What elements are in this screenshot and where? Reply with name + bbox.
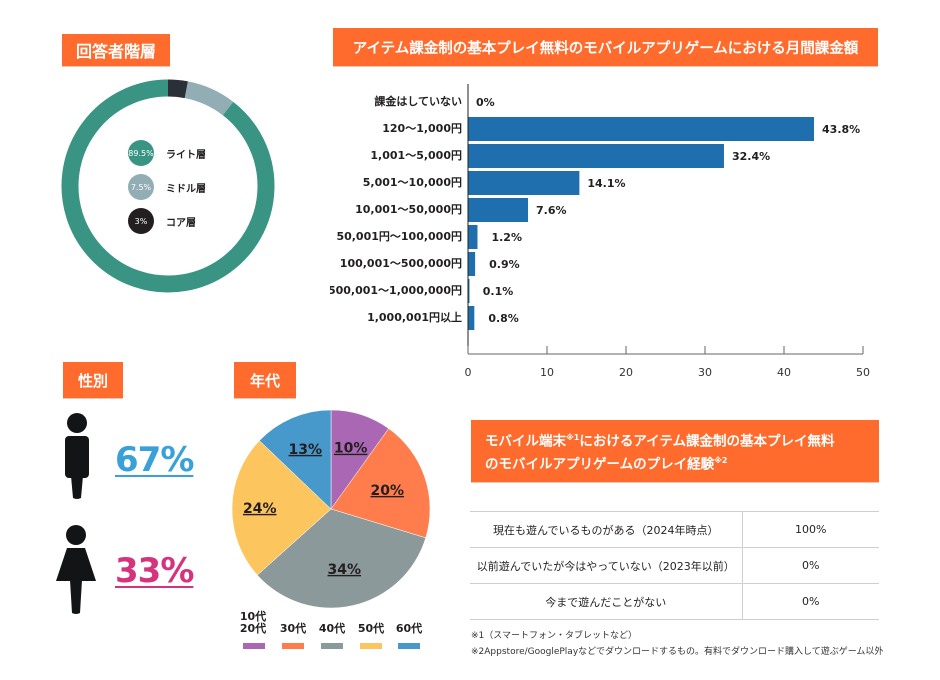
- female-icon: [56, 525, 96, 614]
- footnote-ref-2: ※2: [714, 456, 728, 465]
- male-percentage: 67%: [115, 440, 194, 480]
- table-row: 現在も遊んでいるものがある（2024年時点） 100%: [470, 511, 879, 548]
- bar: [468, 117, 815, 141]
- male-icon: [65, 413, 89, 499]
- pie-value-label: 34%: [328, 562, 362, 578]
- x-tick-label: 30: [698, 366, 712, 379]
- row-value: 100%: [742, 511, 879, 548]
- x-tick-label: 0: [465, 366, 472, 379]
- age-legend-60-label: 60代: [395, 622, 423, 635]
- experience-title-part1: モバイル端末: [485, 433, 566, 449]
- donut-segment-light: [61, 79, 275, 293]
- value-label: 0.8%: [488, 312, 519, 325]
- age-legend-40-swatch: [321, 643, 343, 649]
- bar: [468, 252, 476, 276]
- bar: [468, 198, 529, 222]
- age-title: 年代: [234, 362, 296, 398]
- experience-title-part3: のモバイルアプリゲームのプレイ経験: [485, 456, 715, 473]
- x-tick-label: 10: [540, 366, 554, 379]
- legend-middle: 7.5% ミドル層: [128, 174, 206, 200]
- row-label: 今まで遊んだことがない: [470, 583, 743, 620]
- row-value: 0%: [742, 547, 879, 584]
- value-label: 7.6%: [536, 204, 567, 217]
- legend-light-label: ライト層: [166, 149, 206, 161]
- experience-title: モバイル端末※1におけるアイテム課金制の基本プレイ無料 のモバイルアプリゲームの…: [471, 420, 879, 482]
- legend-light: 89.5% ライト層: [128, 140, 206, 166]
- x-tick-label: 20: [619, 366, 633, 379]
- value-label: 14.1%: [587, 177, 625, 190]
- category-label: 100,001〜500,000円: [340, 257, 462, 270]
- category-label: 50,001円〜100,000円: [336, 230, 462, 243]
- x-tick-label: 50: [856, 366, 870, 379]
- bar: [468, 171, 580, 195]
- pie-value-label: 20%: [371, 483, 405, 499]
- category-label: 10,001〜50,000円: [355, 203, 462, 216]
- legend-middle-badge: 7.5%: [128, 174, 154, 200]
- pie-slice-60s: [259, 409, 332, 510]
- pie-value-label: 13%: [289, 442, 323, 458]
- table-row: 以前遊んでいたが今はやっていない（2023年以前） 0%: [470, 547, 879, 584]
- pie-slice-30s: [330, 428, 431, 539]
- age-legend-10-20-swatch: [243, 643, 265, 649]
- age-legend-10-20-label: 10代 20代: [239, 610, 267, 635]
- value-label: 0%: [476, 96, 495, 109]
- value-label: 1.2%: [491, 231, 522, 244]
- legend-middle-label: ミドル層: [166, 183, 206, 195]
- category-label: 1,001〜5,000円: [370, 149, 462, 162]
- age-legend-30-swatch: [282, 643, 304, 649]
- x-tick-label: 40: [777, 366, 791, 379]
- category-label: 1,000,001円以上: [367, 310, 462, 324]
- tier-donut-chart: [61, 79, 275, 293]
- legend-light-badge: 89.5%: [128, 140, 154, 166]
- footnote-ref-1: ※1: [566, 432, 580, 442]
- value-label: 43.8%: [822, 123, 860, 136]
- gender-title: 性別: [63, 362, 123, 398]
- category-label: 500,001〜1,000,000円: [330, 284, 462, 297]
- donut-segment-middle: [184, 81, 234, 116]
- row-value: 0%: [742, 583, 879, 620]
- category-label: 5,001〜10,000円: [363, 176, 462, 189]
- table-row: 今まで遊んだことがない 0%: [470, 583, 879, 620]
- pie-slice-40s: [256, 508, 427, 609]
- age-legend-40-label: 40代: [318, 622, 346, 635]
- spend-title: アイテム課金制の基本プレイ無料のモバイルアプリゲームにおける月間課金額: [333, 28, 878, 66]
- value-label: 32.4%: [732, 150, 770, 163]
- value-label: 0.1%: [483, 285, 514, 298]
- footnote-2: ※2Appstore/GooglePlayなどでダウンロードするもの。有料でダウ…: [471, 647, 884, 657]
- bar: [468, 306, 475, 330]
- donut-segment-core: [167, 79, 188, 99]
- row-label: 現在も遊んでいるものがある（2024年時点）: [470, 511, 743, 548]
- bar: [468, 144, 724, 168]
- tier-title: 回答者階層: [62, 34, 170, 66]
- spend-bar-chart: 課金はしていない 0% 120〜1,000円 43.8% 1,001〜5,000円 32.…: [330, 84, 870, 379]
- age-legend-60-swatch: [398, 643, 420, 649]
- row-label: 以前遊んでいたが今はやっていない（2023年以前）: [470, 547, 743, 584]
- pie-value-label: 24%: [243, 501, 277, 517]
- experience-table: 現在も遊んでいるものがある（2024年時点） 100% 以前遊んでいたが今はやっ…: [470, 511, 879, 620]
- category-label: 課金はしていない: [374, 94, 462, 108]
- female-percentage: 33%: [115, 551, 194, 591]
- bar: [468, 225, 478, 249]
- legend-core: 3% コア層: [128, 208, 196, 234]
- pie-value-label: 10%: [334, 441, 368, 457]
- footnote-1: ※1（スマートフォン・タブレットなど）: [471, 631, 637, 641]
- age-pie-chart: 10% 20% 34% 24% 13%: [231, 409, 431, 609]
- category-label: 120〜1,000円: [382, 122, 462, 135]
- experience-title-part2: におけるアイテム課金制の基本プレイ無料: [579, 433, 835, 449]
- value-label: 0.9%: [489, 258, 520, 271]
- age-legend-50-label: 50代: [357, 622, 385, 635]
- legend-core-badge: 3%: [128, 208, 154, 234]
- age-legend-50-swatch: [360, 643, 382, 649]
- pie-slice-50s: [231, 440, 332, 576]
- legend-core-label: コア層: [166, 217, 196, 229]
- bar: [468, 279, 470, 303]
- age-legend-30-label: 30代: [279, 622, 307, 635]
